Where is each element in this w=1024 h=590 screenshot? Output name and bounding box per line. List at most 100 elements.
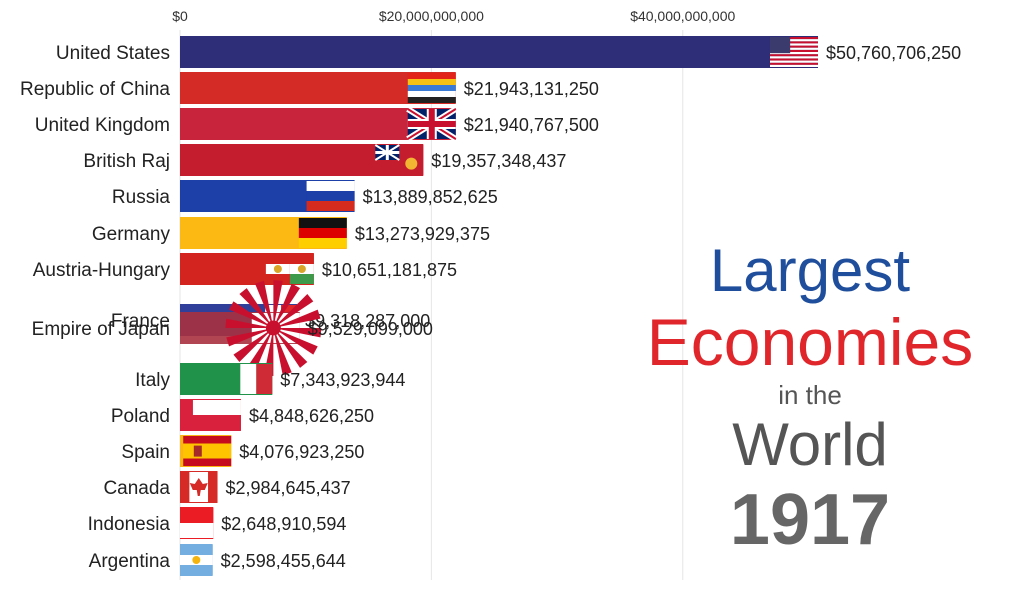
flag-part: [183, 443, 232, 459]
title-line-economies: Economies: [646, 305, 974, 379]
austria-hungary-flag-icon: [265, 254, 314, 284]
flag-part: [405, 157, 418, 170]
flag-part: [273, 294, 314, 328]
flag-part: [265, 254, 290, 264]
bar-row: Empire of Japan $9,529,099,000: [32, 280, 433, 376]
flag-part: [306, 181, 355, 191]
bar-row: Germany $13,273,929,375: [92, 217, 490, 249]
flag-part: [240, 364, 257, 394]
x-tick-label: $40,000,000,000: [630, 8, 735, 24]
flag-part: [770, 39, 818, 42]
category-label: Russia: [112, 187, 171, 208]
flag-part: [180, 545, 213, 555]
x-tick-label: $0: [172, 8, 188, 24]
bar-row: Indonesia $2,648,910,594: [88, 507, 346, 539]
category-label: United Kingdom: [35, 115, 170, 136]
flag-part: [180, 565, 213, 575]
flag-part: [770, 45, 818, 48]
spain-flag-icon: [183, 436, 232, 466]
flag-part: [298, 238, 347, 248]
flag-part: [407, 121, 456, 127]
flag-part: [770, 64, 818, 67]
bar-row: Argentina $2,598,455,644: [89, 544, 346, 576]
value-label: $13,889,852,625: [363, 187, 498, 207]
flag-part: [246, 328, 274, 373]
flag-part: [770, 56, 818, 59]
flag-part: [226, 328, 274, 347]
flag-part: [407, 85, 456, 91]
flag-part: [273, 283, 301, 328]
flag-part: [180, 508, 214, 523]
value-label: $10,651,181,875: [322, 260, 457, 280]
flag-part: [265, 274, 290, 284]
flag-part: [189, 478, 208, 496]
category-label: Indonesia: [88, 514, 171, 535]
category-label: British Raj: [83, 151, 170, 172]
british-raj-flag-icon: [374, 144, 424, 175]
category-label: Republic of China: [20, 79, 170, 100]
roc-five-stripe-flag-icon: [407, 73, 456, 103]
flag-part: [289, 254, 314, 264]
flag-part: [273, 265, 282, 273]
flag-part: [273, 328, 308, 368]
bars: United States $50,760,706,250 Republic of …: [20, 36, 961, 576]
flag-part: [770, 52, 818, 55]
bar-row: Canada $2,984,645,437: [103, 471, 351, 503]
flag-part: [298, 228, 347, 238]
flag-part: [233, 328, 274, 362]
bar-row: United States $50,760,706,250: [56, 36, 961, 68]
flag-part: [407, 79, 456, 85]
poland-flag-icon: [192, 400, 241, 430]
category-label: Empire of Japan: [32, 319, 170, 340]
category-label: Austria-Hungary: [33, 260, 171, 281]
japan-rising-sun-flag-icon: [225, 280, 322, 376]
bar-row: Spain $4,076,923,250: [121, 435, 364, 467]
bar: [180, 36, 818, 68]
flag-part: [770, 47, 818, 50]
flag-part: [273, 309, 321, 328]
flag-part: [229, 301, 274, 328]
flag-part: [770, 62, 818, 65]
value-label: $7,343,923,944: [280, 370, 405, 390]
category-label: Poland: [111, 406, 170, 427]
bar-row: United Kingdom $21,940,767,500: [35, 106, 599, 142]
russia-flag-icon: [306, 181, 355, 211]
flag-part: [239, 288, 274, 328]
argentina-flag-icon: [180, 545, 213, 575]
flag-part: [273, 280, 283, 328]
value-label: $9,318,287,000: [305, 311, 430, 331]
value-label: $2,648,910,594: [221, 514, 346, 534]
flag-part: [770, 43, 818, 46]
flag-part: [180, 472, 190, 502]
title-line-largest: Largest: [709, 237, 911, 304]
flag-part: [770, 41, 818, 44]
x-tick-label: $20,000,000,000: [379, 8, 484, 24]
indonesia-flag-icon: [180, 508, 214, 538]
flag-part: [256, 364, 273, 394]
bar-row: Austria-Hungary $10,651,181,875: [33, 253, 457, 285]
category-label: Spain: [121, 442, 170, 463]
value-label: $19,357,348,437: [431, 151, 566, 171]
flag-part: [375, 151, 400, 154]
category-label: United States: [56, 43, 170, 64]
bar-row: British Raj $19,357,348,437: [83, 144, 566, 176]
value-label: $50,760,706,250: [826, 43, 961, 63]
flag-part: [255, 280, 274, 328]
flag-part: [273, 328, 292, 376]
flag-part: [306, 201, 355, 211]
flag-part: [770, 37, 791, 54]
value-label: $2,984,645,437: [226, 478, 351, 498]
flag-part: [298, 218, 347, 228]
flag-part: [208, 472, 218, 502]
title-line-world: World: [732, 411, 888, 478]
flag-part: [192, 400, 241, 415]
chart-title-block: Largest Economies in the World 1917: [600, 236, 1020, 562]
category-label: Italy: [135, 370, 170, 391]
flag-part: [289, 274, 314, 284]
flag-part: [407, 91, 456, 97]
flag-part: [407, 73, 456, 79]
flag-part: [770, 54, 818, 57]
usa-flag-icon: [770, 37, 818, 67]
bar-row: Russia $13,889,852,625: [112, 180, 498, 212]
category-label: Argentina: [89, 551, 171, 572]
